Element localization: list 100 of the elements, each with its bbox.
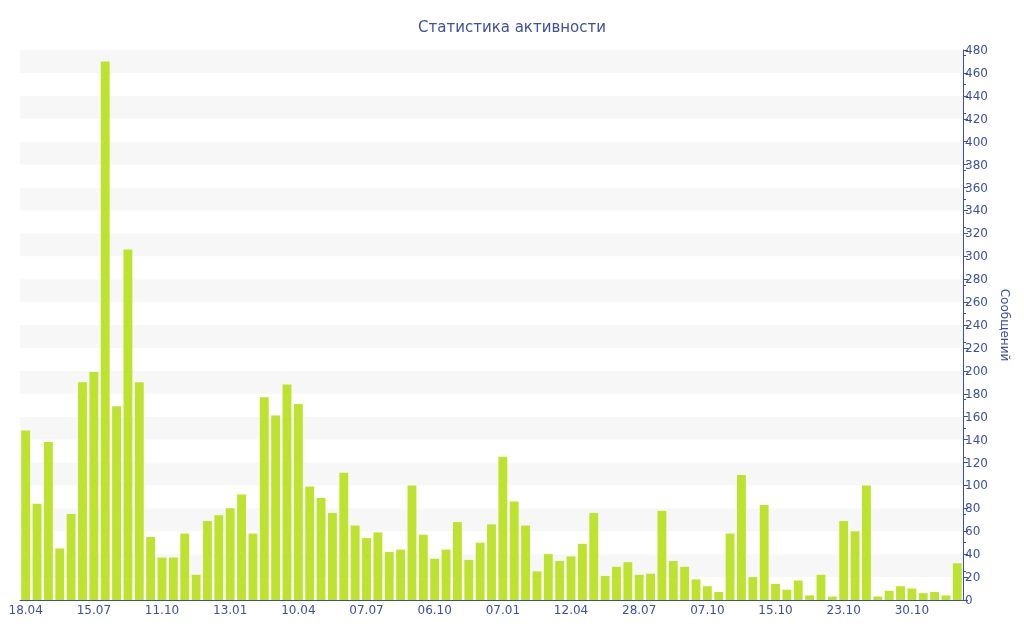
bar bbox=[168, 557, 178, 600]
bar bbox=[691, 579, 701, 600]
y-tick-label: 420 bbox=[965, 111, 988, 126]
bar bbox=[180, 533, 190, 600]
bar bbox=[555, 561, 565, 600]
bar bbox=[850, 531, 860, 600]
bar bbox=[452, 522, 462, 600]
bar bbox=[543, 554, 553, 600]
bar bbox=[225, 508, 235, 600]
bar bbox=[89, 371, 99, 600]
bar bbox=[771, 583, 780, 600]
y-tick-label: 300 bbox=[965, 249, 988, 264]
y-tick-label: 80 bbox=[965, 501, 981, 516]
bar bbox=[714, 591, 724, 600]
bar bbox=[339, 472, 349, 600]
bar bbox=[566, 556, 576, 600]
bar bbox=[646, 573, 655, 600]
bar bbox=[43, 441, 53, 600]
bar bbox=[146, 536, 156, 600]
bar bbox=[464, 559, 474, 600]
bar bbox=[32, 503, 42, 600]
bar bbox=[623, 562, 633, 600]
bar bbox=[112, 406, 121, 600]
bar bbox=[259, 397, 269, 600]
bar bbox=[487, 524, 496, 600]
x-tick-label: 23.10 bbox=[826, 603, 861, 617]
y-tick-label: 460 bbox=[965, 65, 988, 80]
x-tick-label: 07.01 bbox=[485, 603, 521, 617]
y-tick-label: 480 bbox=[965, 43, 988, 57]
bar bbox=[191, 574, 201, 600]
bar bbox=[407, 485, 417, 600]
bar bbox=[305, 486, 315, 600]
bar bbox=[805, 595, 815, 600]
bar bbox=[293, 404, 303, 600]
bar bbox=[282, 384, 292, 600]
bar bbox=[634, 574, 644, 600]
x-tick-label: 30.10 bbox=[894, 603, 930, 617]
y-tick-label: 360 bbox=[965, 180, 988, 195]
bar bbox=[827, 596, 837, 600]
x-tick-label: 07.10 bbox=[690, 603, 725, 617]
x-tick-label: 18.04 bbox=[8, 603, 43, 617]
y-tick-label: 380 bbox=[965, 157, 988, 172]
bar bbox=[816, 574, 826, 600]
bar bbox=[793, 580, 803, 600]
bar bbox=[589, 512, 599, 600]
y-tick-label: 400 bbox=[965, 134, 988, 149]
bar bbox=[214, 515, 224, 600]
bar bbox=[328, 512, 337, 600]
bar bbox=[350, 525, 360, 600]
bar bbox=[680, 566, 690, 600]
bar bbox=[373, 532, 383, 600]
bar bbox=[782, 589, 792, 600]
chart-title: Статистика активности bbox=[418, 17, 606, 36]
bar bbox=[930, 591, 940, 600]
bar bbox=[396, 549, 406, 600]
bar bbox=[612, 566, 621, 600]
y-tick-label: 340 bbox=[965, 203, 988, 218]
bar bbox=[418, 534, 428, 600]
bar bbox=[918, 593, 928, 600]
y-tick-label: 40 bbox=[965, 547, 981, 562]
bar bbox=[600, 575, 610, 600]
bar bbox=[521, 525, 531, 600]
bar bbox=[498, 456, 508, 600]
bar bbox=[248, 533, 258, 600]
bar bbox=[123, 249, 133, 600]
y-tick-label: 60 bbox=[965, 524, 981, 539]
bar bbox=[134, 382, 144, 600]
y-tick-label: 220 bbox=[965, 340, 988, 355]
bar bbox=[839, 520, 849, 600]
bar bbox=[237, 494, 246, 600]
bar bbox=[725, 533, 735, 600]
bar bbox=[316, 498, 326, 600]
y-tick-label: 180 bbox=[965, 386, 988, 401]
y-tick-label: 140 bbox=[965, 432, 988, 447]
bar bbox=[862, 485, 871, 600]
x-tick-label: 15.10 bbox=[758, 603, 793, 617]
bar bbox=[21, 430, 31, 600]
bar bbox=[384, 551, 394, 600]
bar bbox=[271, 415, 281, 600]
bar bbox=[509, 501, 519, 600]
x-tick-label: 12.04 bbox=[553, 603, 589, 617]
y-tick-label: 320 bbox=[965, 226, 988, 241]
bar bbox=[668, 561, 678, 600]
x-tick-label: 07.07 bbox=[349, 603, 384, 617]
bar bbox=[657, 510, 667, 600]
x-tick-label: 13.01 bbox=[213, 603, 248, 617]
bar bbox=[907, 588, 917, 600]
y-axis-title: Сообщений bbox=[997, 288, 1012, 362]
bar bbox=[203, 520, 212, 600]
bar bbox=[100, 61, 110, 600]
y-tick-label: 100 bbox=[965, 478, 988, 493]
bar bbox=[737, 475, 746, 600]
bar bbox=[952, 563, 962, 600]
y-tick-label: 240 bbox=[965, 318, 988, 332]
y-tick-label: 120 bbox=[965, 455, 988, 470]
x-tick-label: 28.07 bbox=[622, 603, 657, 617]
x-tick-label: 06.10 bbox=[417, 603, 452, 617]
bar bbox=[66, 514, 76, 600]
x-tick-label: 15.07 bbox=[76, 603, 112, 617]
y-tick-label: 0 bbox=[965, 593, 973, 607]
